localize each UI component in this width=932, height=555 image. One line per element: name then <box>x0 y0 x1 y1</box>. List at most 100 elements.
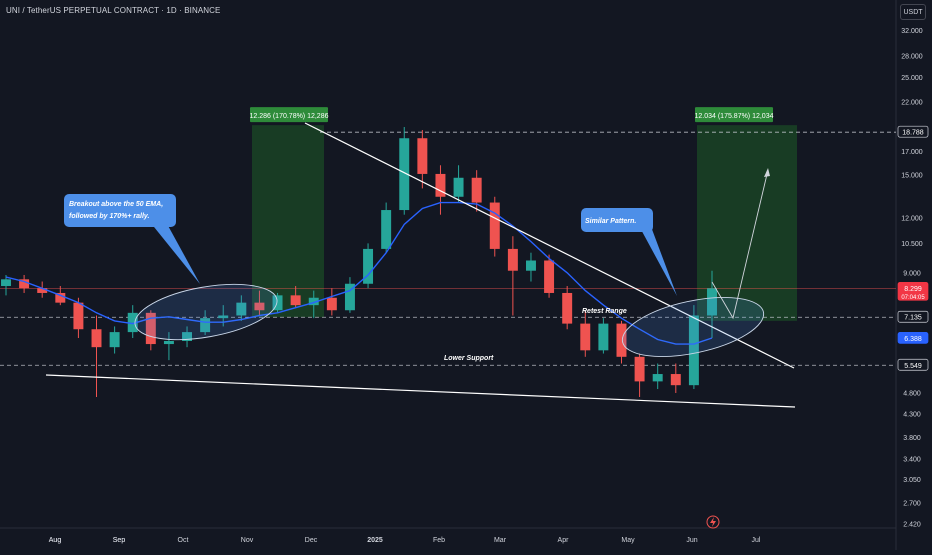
price-label-text: 7.135 <box>904 315 922 322</box>
candle <box>344 283 355 311</box>
callout-pointer <box>150 222 200 284</box>
candle <box>544 260 555 293</box>
price-label-level <box>897 358 929 371</box>
candle <box>308 297 319 306</box>
x-tick-label: Sep <box>113 537 126 544</box>
candle <box>707 288 717 316</box>
lower-support-label: Lower Support <box>444 355 494 362</box>
candle <box>363 248 374 284</box>
y-tick-label: 2.700 <box>903 500 921 507</box>
callout-text: followed by 170%+ rally. <box>69 213 150 220</box>
lightning-icon[interactable] <box>706 515 720 529</box>
x-tick-label: 2025 <box>367 537 383 544</box>
y-tick-label: 3.400 <box>903 456 921 463</box>
candle <box>688 315 699 386</box>
x-tick-label: Nov <box>241 537 254 544</box>
candle <box>290 295 301 306</box>
candle <box>399 138 410 211</box>
price-label-last <box>897 281 929 301</box>
x-tick-label: Oct <box>178 537 189 544</box>
y-tick-label: 4.300 <box>903 412 921 419</box>
price-label-text: 5.549 <box>904 363 922 370</box>
candle <box>272 295 283 311</box>
price-label-level <box>897 310 929 323</box>
consolidation-ellipse-1 <box>134 283 278 341</box>
candle <box>525 260 536 271</box>
candle <box>127 312 138 333</box>
descending-trendline <box>304 122 795 369</box>
candle <box>471 177 482 203</box>
callout-text: Similar Pattern. <box>585 218 636 225</box>
candle <box>453 177 464 197</box>
y-tick-label: 15.000 <box>901 173 923 180</box>
candle <box>562 292 573 324</box>
symbol-title: UNI / TetherUS PERPETUAL CONTRACT · 1D ·… <box>6 6 221 15</box>
candle <box>145 312 156 345</box>
callout-breakout <box>64 194 176 227</box>
lower-support-trendline <box>45 374 796 408</box>
y-tick-label: 3.050 <box>903 477 921 484</box>
x-tick-label: Aug <box>49 537 62 544</box>
target-zone-1 <box>252 125 324 318</box>
y-tick-label: 3.800 <box>903 435 921 442</box>
candle <box>254 302 265 311</box>
candle <box>652 374 663 382</box>
y-tick-label: 9.000 <box>903 270 921 277</box>
x-tick-label: Sep <box>113 537 126 544</box>
x-tick-label: Dec <box>305 537 318 544</box>
target-zone-label-box <box>695 107 773 123</box>
target-zone-label: 12.286 (170.78%) 12,286 <box>249 113 328 120</box>
retest-range-label: Retest Range <box>582 308 627 315</box>
candle <box>381 210 392 249</box>
projection-arrowhead <box>764 168 770 177</box>
candle <box>326 297 337 311</box>
consolidation-ellipse-2 <box>621 297 765 357</box>
candle <box>616 323 627 357</box>
x-tick-label: Feb <box>433 537 445 544</box>
currency-button[interactable]: USDT <box>900 4 926 20</box>
candle <box>1 279 11 287</box>
y-tick-label: 2.420 <box>903 521 921 528</box>
y-tick-label: 4.800 <box>903 390 921 397</box>
y-tick-label: 17.000 <box>901 149 923 156</box>
x-tick-label: Apr <box>558 537 570 544</box>
candle <box>507 248 518 271</box>
price-label-level <box>897 125 929 138</box>
x-tick-label: Jun <box>686 537 697 544</box>
target-zone-label: 12.034 (175.87%) 12,034 <box>694 113 773 120</box>
price-label-ema <box>897 332 929 344</box>
y-tick-label: 22.000 <box>901 100 923 107</box>
candle <box>182 332 193 342</box>
y-tick-label: 25.000 <box>901 75 923 82</box>
candle <box>634 356 645 382</box>
candle <box>19 279 30 289</box>
candle <box>109 332 120 348</box>
candle <box>580 323 591 351</box>
candle <box>91 329 102 348</box>
candle <box>417 138 428 174</box>
candle <box>200 318 211 333</box>
candle <box>598 323 609 351</box>
candle <box>218 315 229 319</box>
candle <box>73 302 84 330</box>
x-tick-label: Jul <box>752 537 761 544</box>
y-tick-label: 10.500 <box>901 241 923 248</box>
callout-similar <box>581 208 653 232</box>
price-label-text: 6.388 <box>904 336 922 343</box>
callout-text: Breakout above the 50 EMA, <box>69 201 163 208</box>
lightning-glyph <box>710 517 716 527</box>
x-tick-label: Aug <box>49 537 62 544</box>
price-label-text: 8.299 <box>904 286 922 293</box>
candle <box>55 292 66 303</box>
candle <box>435 173 446 197</box>
candle <box>236 302 247 316</box>
y-tick-label: 28.000 <box>901 53 923 60</box>
candle <box>489 202 500 249</box>
candle <box>163 341 174 345</box>
candle <box>37 288 48 293</box>
price-label-text: 18.788 <box>902 130 924 137</box>
x-tick-label: Mar <box>494 537 507 544</box>
ema-50-line <box>5 201 713 345</box>
